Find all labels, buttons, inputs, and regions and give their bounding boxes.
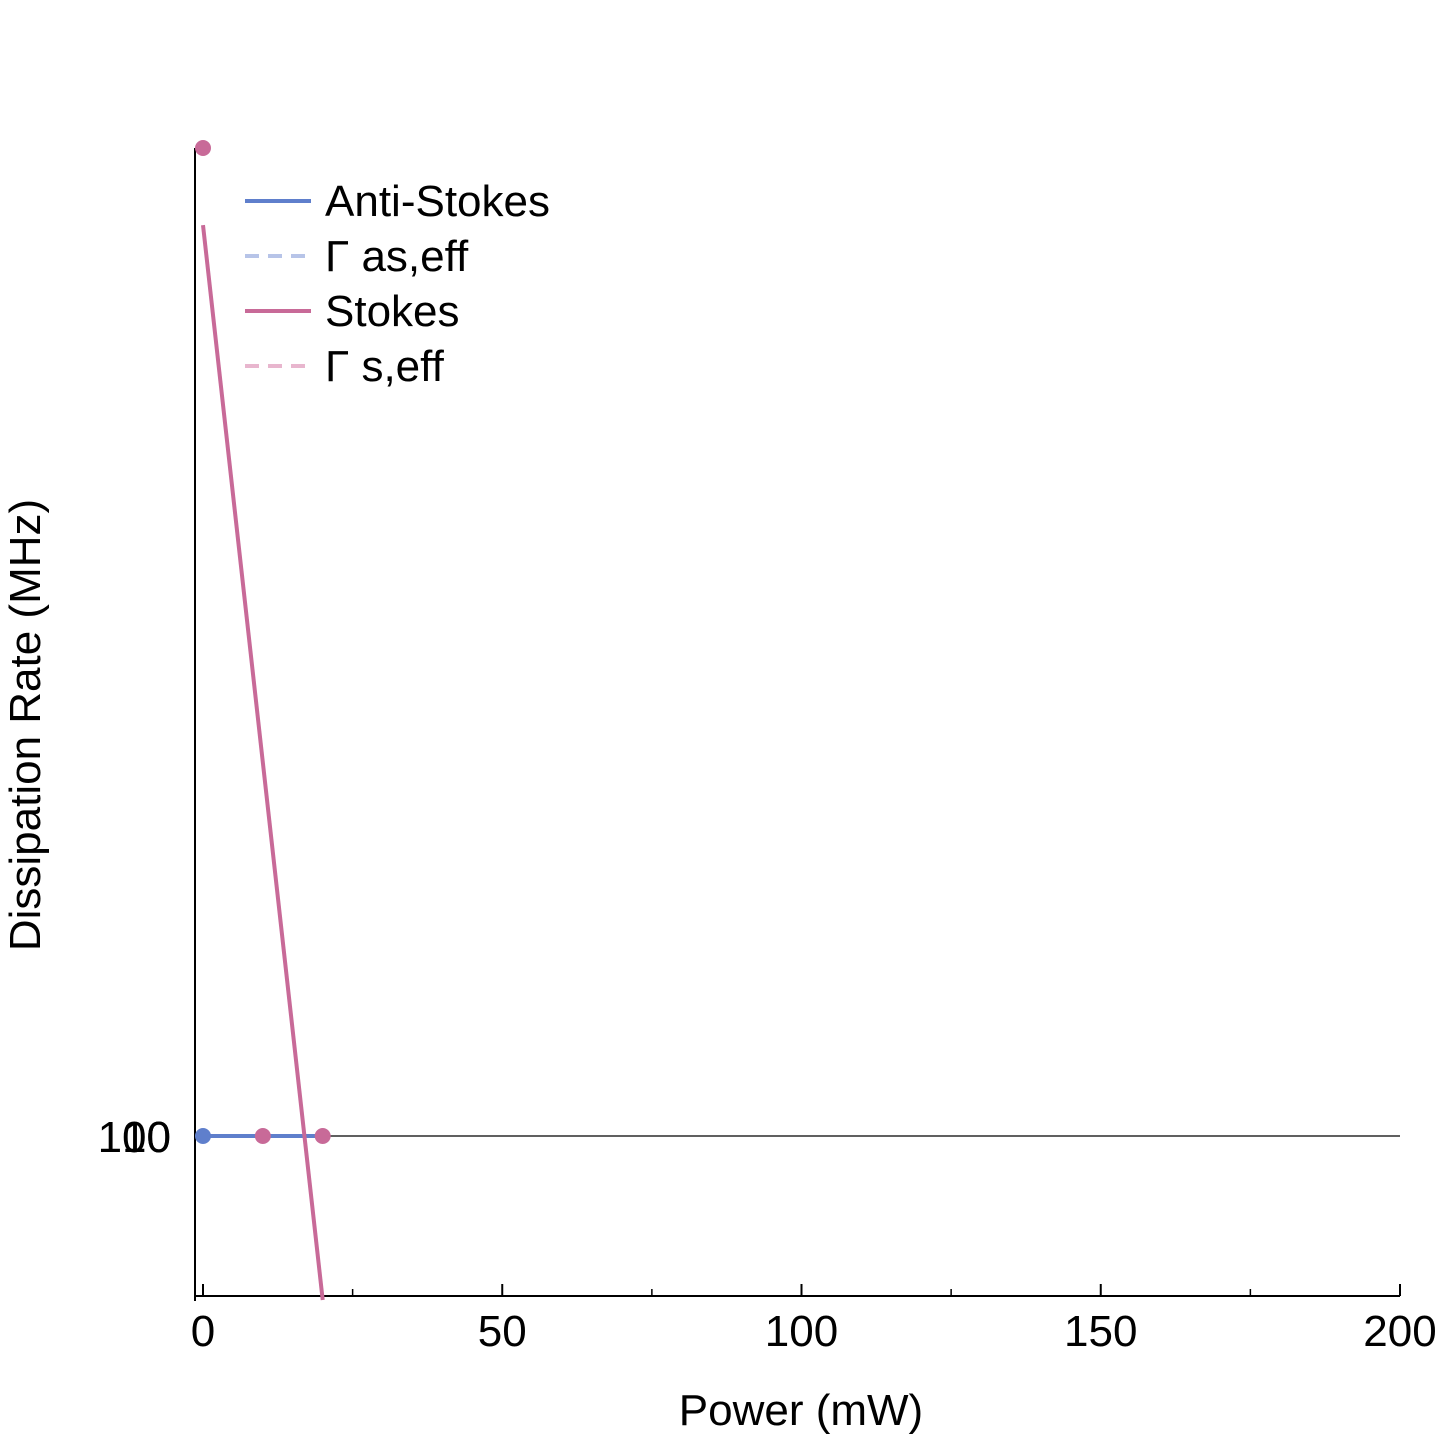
- legend-label: Γ s,eff: [325, 342, 445, 391]
- x-axis-title: Power (mW): [679, 1386, 923, 1435]
- x-tick-label: 0: [191, 1307, 215, 1356]
- x-tick-label: 150: [1064, 1307, 1137, 1356]
- series-point-2: [254, 1128, 271, 1144]
- series-point-2: [314, 1128, 331, 1144]
- legend: Anti-Stokes Γ as,eff Stokes Γ s,eff: [245, 177, 550, 391]
- series-point-2: [195, 140, 211, 156]
- series-point-0: [195, 1128, 211, 1144]
- legend-label: Stokes: [325, 287, 460, 336]
- x-tick-label: 50: [478, 1307, 527, 1356]
- legend-label: Anti-Stokes: [325, 177, 550, 226]
- y-tick-label: 10: [122, 1113, 171, 1162]
- x-tick-label: 200: [1363, 1307, 1436, 1356]
- y-tick-label: 100: [98, 1113, 171, 1162]
- y-axis-title: Dissipation Rate (MHz): [1, 499, 50, 951]
- series-line-2: [201, 224, 325, 1301]
- legend-label: Γ as,eff: [325, 232, 469, 281]
- x-tick-label: 100: [765, 1307, 838, 1356]
- series-layer: [195, 140, 331, 1301]
